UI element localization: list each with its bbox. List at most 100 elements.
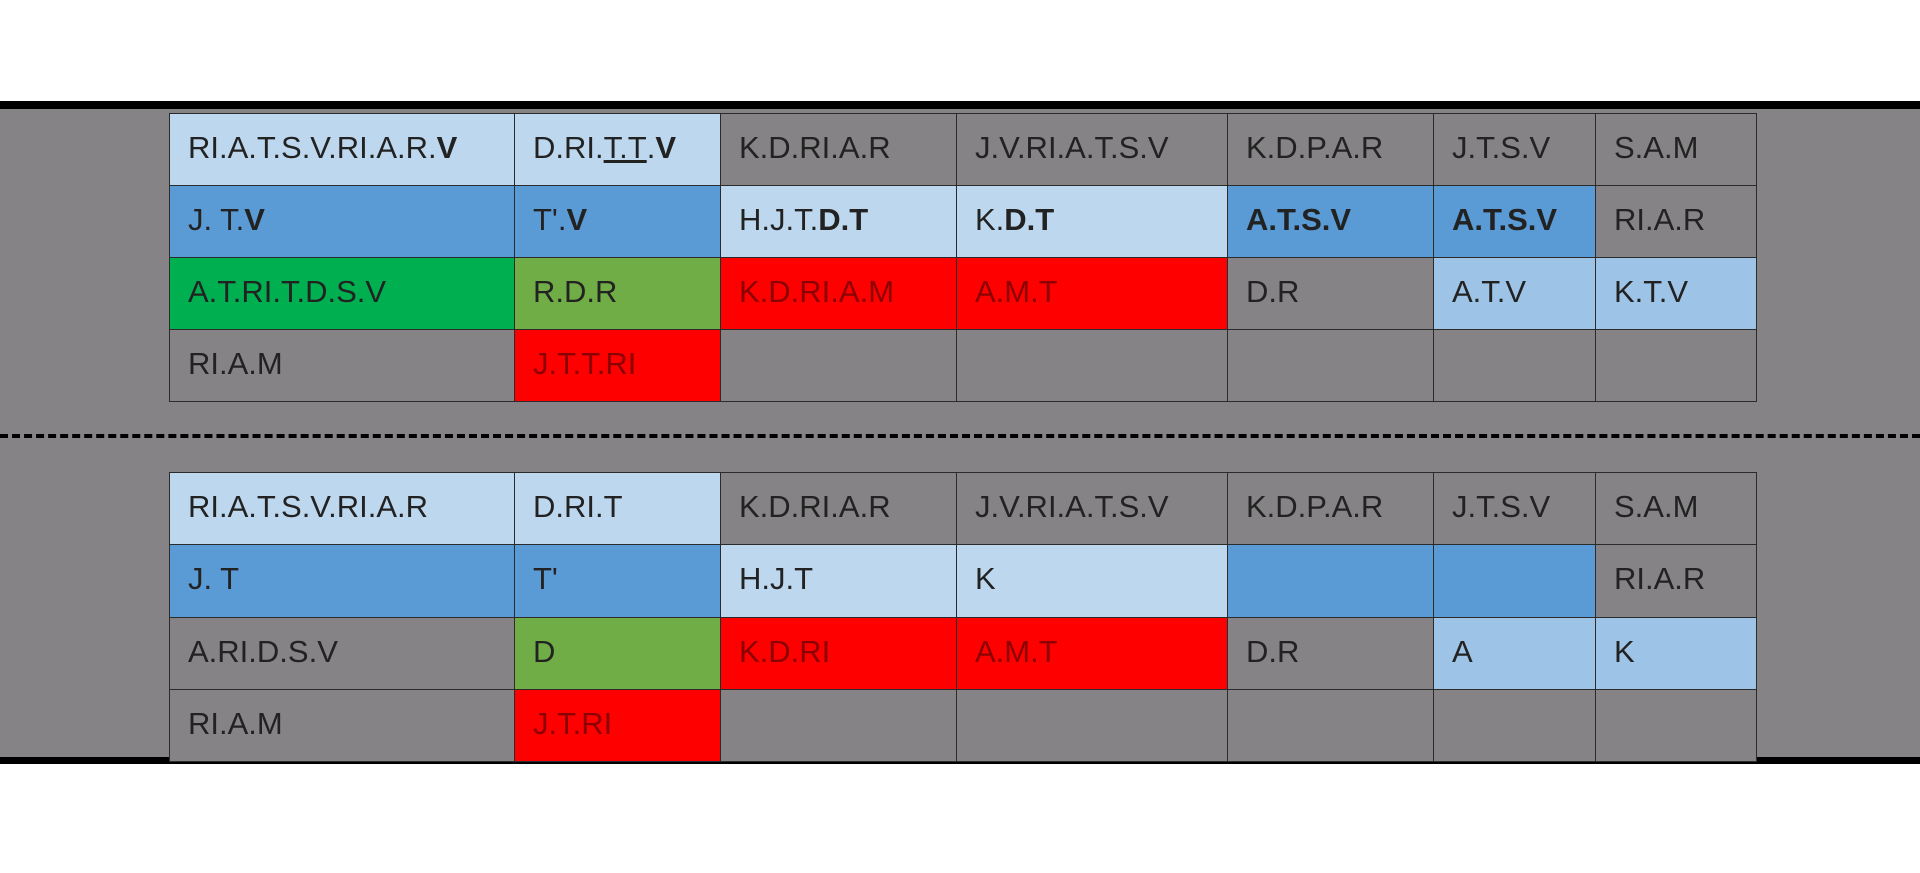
cell-text-part: K. bbox=[975, 202, 1005, 237]
table-cell bbox=[956, 689, 1228, 762]
cell-text: D bbox=[533, 619, 556, 671]
cell-text-part: K bbox=[1614, 634, 1635, 669]
cell-text-part: RI.A.T.S.V.RI.A.R bbox=[188, 489, 429, 524]
cell-text: K.D.RI.A.M bbox=[739, 259, 895, 311]
cell-text-part: D.R bbox=[1246, 634, 1300, 669]
cell-text-part: J.T.S.V bbox=[1452, 489, 1551, 524]
table-cell bbox=[1595, 689, 1757, 762]
table-cell bbox=[1227, 544, 1434, 618]
cell-text-part: K.D.RI bbox=[739, 634, 831, 669]
table-cell: RI.A.M bbox=[169, 689, 515, 762]
table-cell: D.RI.T.T.V bbox=[514, 113, 721, 186]
table-cell: A.RI.D.S.V bbox=[169, 617, 515, 690]
cell-text-part: V bbox=[244, 202, 265, 237]
cell-text-part: J.T.T.RI bbox=[533, 346, 637, 381]
cell-text: S.A.M bbox=[1614, 474, 1698, 526]
cell-text-part: D.T bbox=[818, 202, 869, 237]
table-cell: J. T bbox=[169, 544, 515, 618]
table-row: J. T.V T'. V H.J.T.D.T K.D.T A.T.S.V A.T.S.V R… bbox=[169, 185, 1757, 258]
cell-text-part: K.D.RI.A.R bbox=[739, 130, 891, 165]
cell-text: R.D.R bbox=[533, 259, 618, 311]
table-cell bbox=[1433, 544, 1596, 618]
cell-text: A.T.RI.T.D.S.V bbox=[188, 259, 386, 311]
cell-text: K.T.V bbox=[1614, 259, 1689, 311]
cell-text: D.RI.T bbox=[533, 474, 623, 526]
cell-text-part: J.T.RI bbox=[533, 706, 613, 741]
table-cell: K.D.RI.A.R bbox=[720, 113, 957, 186]
cell-text: H.J.T.D.T bbox=[739, 187, 869, 239]
table-cell: A.M.T bbox=[956, 257, 1228, 330]
table-cell: J.T.RI bbox=[514, 689, 721, 762]
cell-text: K.D.P.A.R bbox=[1246, 115, 1384, 167]
cell-text-part: J. T. bbox=[188, 202, 245, 237]
cell-text: J. T.V bbox=[188, 187, 265, 239]
table-row: A.T.RI.T.D.S.V R.D.R K.D.RI.A.M A.M.T D.R A.T… bbox=[169, 257, 1757, 330]
table-cell: K.T.V bbox=[1595, 257, 1757, 330]
cell-text-part: A.T.S.V bbox=[1246, 202, 1352, 237]
cell-text-part: . bbox=[646, 130, 656, 165]
cell-text-part: R.D.R bbox=[533, 274, 618, 309]
cell-text-part: J.V.RI.A.T.S.V bbox=[975, 489, 1169, 524]
cell-text-part: K.D.RI.A.M bbox=[739, 274, 895, 309]
cell-text: RI.A.R bbox=[1614, 187, 1705, 239]
cell-text: T'. V bbox=[533, 187, 588, 239]
cell-text: A bbox=[1452, 619, 1473, 671]
cell-text-part: T' bbox=[533, 561, 558, 596]
cell-text-part: K.T.V bbox=[1614, 274, 1689, 309]
cell-text-part: K.D.P.A.R bbox=[1246, 489, 1384, 524]
table-row: RI.A.M J.T.RI bbox=[169, 689, 1757, 762]
cell-text: A.T.V bbox=[1452, 259, 1527, 311]
cell-text: RI.A.T.S.V.RI.A.R.V bbox=[188, 115, 457, 167]
cell-text: D.R bbox=[1246, 619, 1300, 671]
table-cell: J.V.RI.A.T.S.V bbox=[956, 113, 1228, 186]
cell-text: H.J.T bbox=[739, 546, 814, 598]
table-row: RI.A.M J.T.T.RI bbox=[169, 329, 1757, 402]
table-cell: K bbox=[1595, 617, 1757, 690]
table-row: A.RI.D.S.V D K.D.RI A.M.T D.R A K bbox=[169, 617, 1757, 690]
table-cell: K.D.RI bbox=[720, 617, 957, 690]
cell-text: J.V.RI.A.T.S.V bbox=[975, 474, 1169, 526]
table-cell: RI.A.T.S.V.RI.A.R bbox=[169, 472, 515, 545]
cell-text: RI.A.M bbox=[188, 331, 283, 383]
cell-text: K.D.RI bbox=[739, 619, 831, 671]
cell-text-part: A bbox=[1452, 634, 1473, 669]
table-cell: T' bbox=[514, 544, 721, 618]
cell-text-part: RI.A.T.S.V.RI.A.R. bbox=[188, 130, 437, 165]
table-cell: H.J.T.D.T bbox=[720, 185, 957, 258]
cell-text: A.RI.D.S.V bbox=[188, 619, 338, 671]
top-border-line bbox=[0, 101, 1920, 109]
table-cell: K.D.P.A.R bbox=[1227, 472, 1434, 545]
cell-text: J.T.S.V bbox=[1452, 474, 1551, 526]
cell-text: K bbox=[1614, 619, 1635, 671]
cell-text-part: A.M.T bbox=[975, 274, 1058, 309]
table-cell: J. T.V bbox=[169, 185, 515, 258]
cell-text: J. T bbox=[188, 546, 240, 598]
table-cell: S.A.M bbox=[1595, 113, 1757, 186]
table-cell: A.T.V bbox=[1433, 257, 1596, 330]
cell-text-part: A.T.V bbox=[1452, 274, 1527, 309]
table-row: J. T T' H.J.T K RI.A.R bbox=[169, 544, 1757, 618]
cell-text-part: K.D.P.A.R bbox=[1246, 130, 1384, 165]
cell-text: K.D.P.A.R bbox=[1246, 474, 1384, 526]
cell-text-part: K.D.RI.A.R bbox=[739, 489, 891, 524]
table-row: RI.A.T.S.V.RI.A.R.V D.RI.T.T.V K.D.RI.A.R J… bbox=[169, 113, 1757, 186]
cell-text-part: J. T bbox=[188, 561, 240, 596]
cell-text-part: V bbox=[566, 202, 588, 237]
cell-text-part: A.T.S.V bbox=[1452, 202, 1558, 237]
cell-text: A.M.T bbox=[975, 259, 1058, 311]
table-cell bbox=[720, 689, 957, 762]
cell-text-part: S.A.M bbox=[1614, 130, 1699, 165]
cell-text: J.T.T.RI bbox=[533, 331, 637, 383]
cell-text: J.T.S.V bbox=[1452, 115, 1550, 167]
cell-text: RI.A.M bbox=[188, 691, 283, 743]
table-cell: D.RI.T bbox=[514, 472, 721, 545]
cell-text-part: D.RI. bbox=[533, 130, 604, 165]
cell-text: D.RI.T.T.V bbox=[533, 115, 676, 167]
cell-text: K.D.T bbox=[975, 187, 1055, 239]
cell-text-part: D.T bbox=[1004, 202, 1055, 237]
table-row: RI.A.T.S.V.RI.A.R D.RI.T K.D.RI.A.R J.V.RI.… bbox=[169, 472, 1757, 545]
cell-text-part: H.J.T bbox=[739, 561, 814, 596]
cell-text-part: D bbox=[533, 634, 556, 669]
table-cell: RI.A.R bbox=[1595, 185, 1757, 258]
table-cell: A.T.RI.T.D.S.V bbox=[169, 257, 515, 330]
